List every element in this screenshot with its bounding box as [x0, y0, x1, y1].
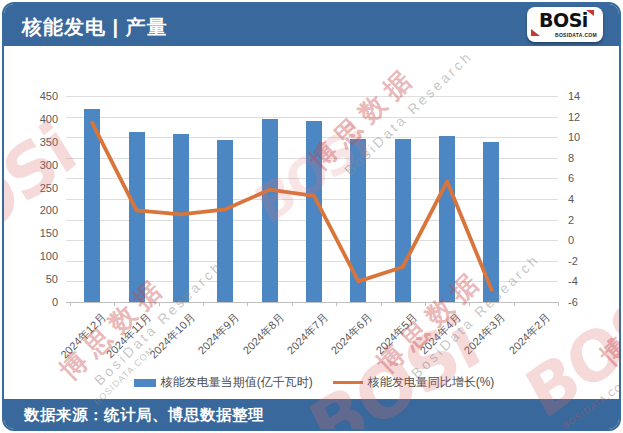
legend-item-bars: 核能发电量当期值(亿千瓦时) [134, 374, 313, 391]
x-axis-tick [381, 302, 382, 306]
right-axis-label: 12 [568, 110, 608, 124]
left-axis-label: 350 [13, 135, 58, 149]
legend-item-line: 核能发电量同比增长(%) [333, 374, 495, 391]
left-axis-label: 450 [13, 89, 58, 103]
left-axis-label: 250 [13, 181, 58, 195]
x-axis-tick [159, 302, 160, 306]
logo-subtext: BOSIDATA.COM [555, 32, 597, 38]
right-axis-label: -6 [568, 295, 608, 309]
x-axis-label: 2024年8月 [239, 310, 287, 358]
right-axis-label: 2 [568, 213, 608, 227]
x-axis-tick [469, 302, 470, 306]
legend-bar-swatch [134, 379, 156, 387]
x-axis-tick [425, 302, 426, 306]
x-axis-tick [514, 302, 515, 306]
x-axis-tick [70, 302, 71, 306]
x-axis-tick [558, 302, 559, 306]
plot-area: 14121086420-2-4-645040035030025020015010… [70, 96, 558, 302]
logo-text: BOSi [539, 9, 588, 31]
x-axis-label: 2024年5月 [373, 310, 421, 358]
right-axis-label: 10 [568, 130, 608, 144]
data-source-text: 数据来源：统计局、博思数据整理 [24, 405, 264, 426]
x-axis-line [66, 302, 558, 303]
page-title: 核能发电 | 产量 [22, 14, 168, 41]
x-axis-tick [247, 302, 248, 306]
x-axis-tick [114, 302, 115, 306]
left-axis-label: 400 [13, 112, 58, 126]
legend-line-label: 核能发电量同比增长(%) [368, 374, 495, 391]
footer: 数据来源：统计局、博思数据整理 [4, 399, 619, 429]
x-axis-label: 2024年7月 [284, 310, 332, 358]
x-axis-tick [203, 302, 204, 306]
chart-canvas: 14 12 10 8 6 4 2 0 -2 -4 -6 450 400 350 300 250 200 150 10… [4, 46, 619, 399]
x-axis-label: 2024年3月 [461, 310, 509, 358]
legend-bar-label: 核能发电量当期值(亿千瓦时) [161, 374, 313, 391]
x-axis-label: 2024年2月 [506, 310, 554, 358]
header: 核能发电 | 产量 BOSi BOSIDATA.COM [4, 4, 619, 46]
bosi-logo: BOSi BOSIDATA.COM [527, 7, 603, 42]
legend: 核能发电量当期值(亿千瓦时) 核能发电量同比增长(%) [70, 374, 558, 391]
right-axis-label: 6 [568, 171, 608, 185]
growth-line [70, 96, 558, 302]
x-axis-label: 2024年11月 [103, 310, 155, 362]
right-axis-label: -2 [568, 254, 608, 268]
x-axis-label: 2024年6月 [328, 310, 376, 358]
report-card: 核能发电 | 产量 BOSi BOSIDATA.COM 14 12 10 8 6 4 2 0 -… [2, 2, 621, 431]
right-axis-label: 4 [568, 192, 608, 206]
right-axis-label: -4 [568, 274, 608, 288]
left-axis-label: 50 [13, 272, 58, 286]
x-axis-label: 2024年9月 [195, 310, 243, 358]
right-axis-label: 8 [568, 151, 608, 165]
left-axis-label: 300 [13, 158, 58, 172]
left-axis-label: 100 [13, 249, 58, 263]
x-axis-tick [336, 302, 337, 306]
right-axis-label: 14 [568, 89, 608, 103]
left-axis-label: 200 [13, 203, 58, 217]
left-axis-label: 0 [13, 295, 58, 309]
left-axis-label: 150 [13, 226, 58, 240]
logo-triangle-icon [586, 10, 594, 16]
right-axis-label: 0 [568, 233, 608, 247]
x-axis-label: 2024年4月 [417, 310, 465, 358]
legend-line-swatch [333, 381, 363, 384]
x-axis-label: 2024年12月 [58, 310, 110, 362]
x-axis-tick [292, 302, 293, 306]
x-axis-label: 2024年10月 [146, 310, 198, 362]
